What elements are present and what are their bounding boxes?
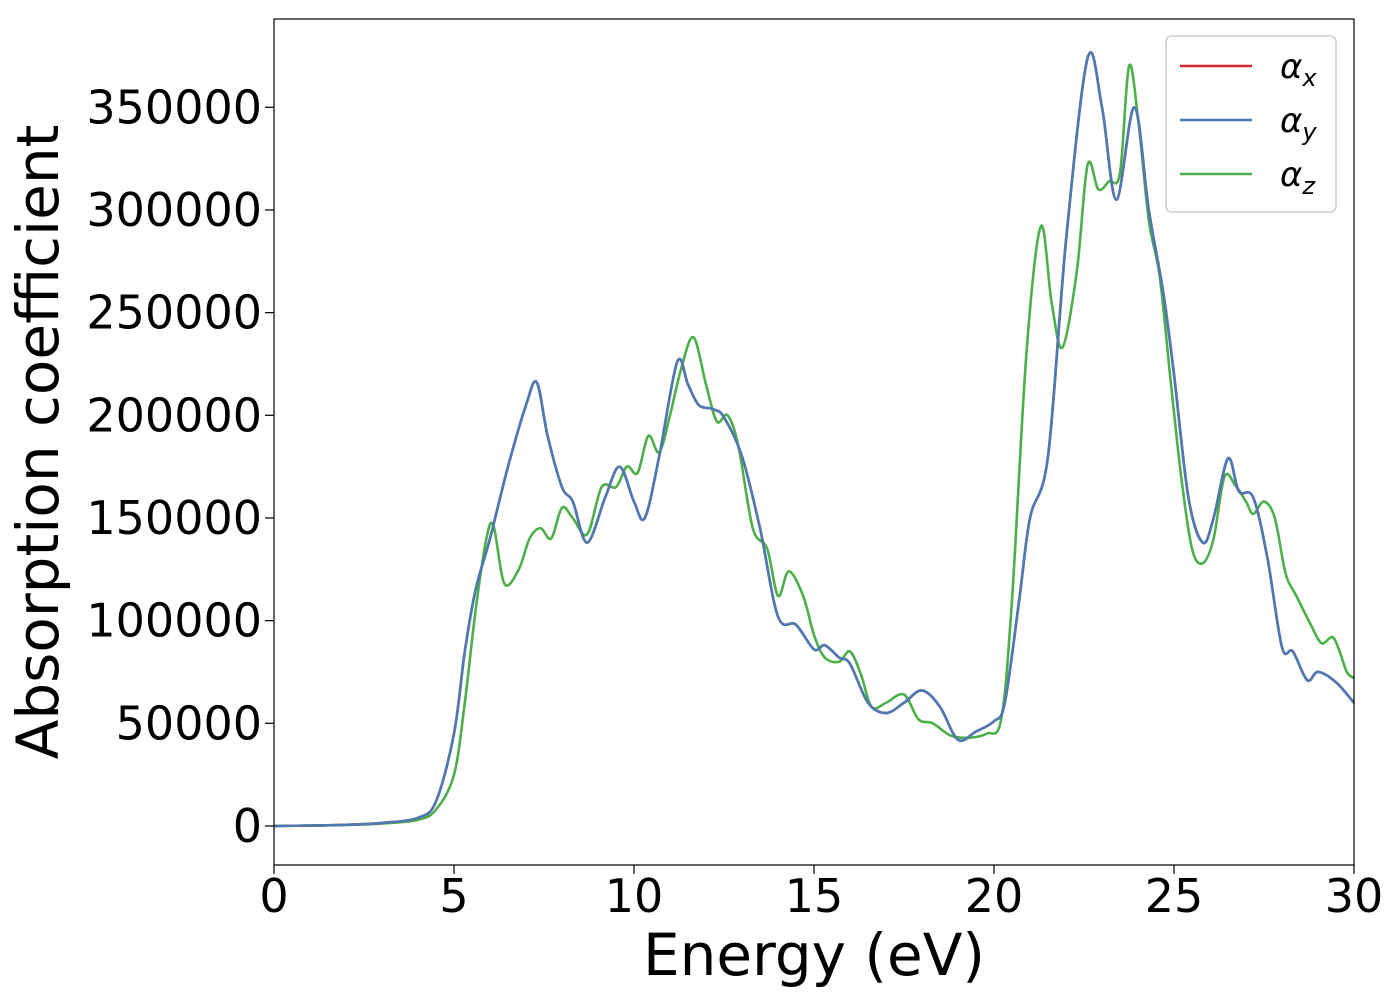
y-tick-label: 200000 [86,388,262,442]
x-tick-label: 20 [965,869,1024,923]
x-tick-label: 30 [1325,869,1384,923]
x-tick-label: 5 [439,869,468,923]
series-line-z [274,63,1354,828]
legend-box [1165,35,1337,213]
series-layer [274,51,1354,828]
y-axis-title: Absorption coefficient [4,125,72,760]
legend-symbol: α [1280,47,1302,87]
x-tick-label: 10 [605,869,664,923]
y-tick-label: 300000 [86,183,262,237]
y-tick-label: 50000 [116,696,262,750]
x-tick-label: 25 [1145,869,1204,923]
legend-symbol: α [1280,101,1302,141]
legend-symbol: α [1280,155,1302,195]
legend-label-x: αx [1280,47,1317,92]
y-tick-label: 350000 [86,80,262,134]
y-tick-label: 150000 [86,491,262,545]
legend-label-y: αy [1280,101,1317,146]
y-tick-label: 100000 [86,594,262,648]
y-tick-label: 0 [233,799,262,853]
x-tick-label: 0 [259,869,288,923]
y-axis: 0 50000 100000 150000 200000 250000 300000 3500… [86,80,274,853]
x-tick-label: 15 [785,869,844,923]
legend-subscript: y [1301,118,1317,146]
legend-subscript: x [1301,64,1317,92]
y-tick-label: 250000 [86,286,262,340]
x-axis: 0 5 10 15 20 25 30 [259,865,1383,923]
legend-subscript: z [1301,172,1316,200]
series-line-y [274,51,1354,828]
x-axis-title: Energy (eV) [643,921,985,989]
legend-label-z: αz [1280,155,1316,200]
